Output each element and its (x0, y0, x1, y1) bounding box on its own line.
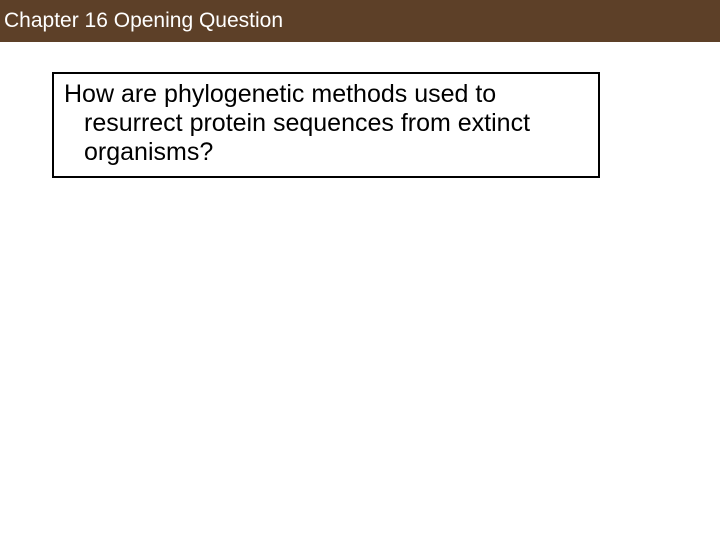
slide-title: Chapter 16 Opening Question (4, 9, 283, 33)
question-container: How are phylogenetic methods used to res… (52, 72, 600, 178)
slide-header: Chapter 16 Opening Question (0, 0, 720, 42)
question-text: How are phylogenetic methods used to res… (64, 80, 588, 166)
